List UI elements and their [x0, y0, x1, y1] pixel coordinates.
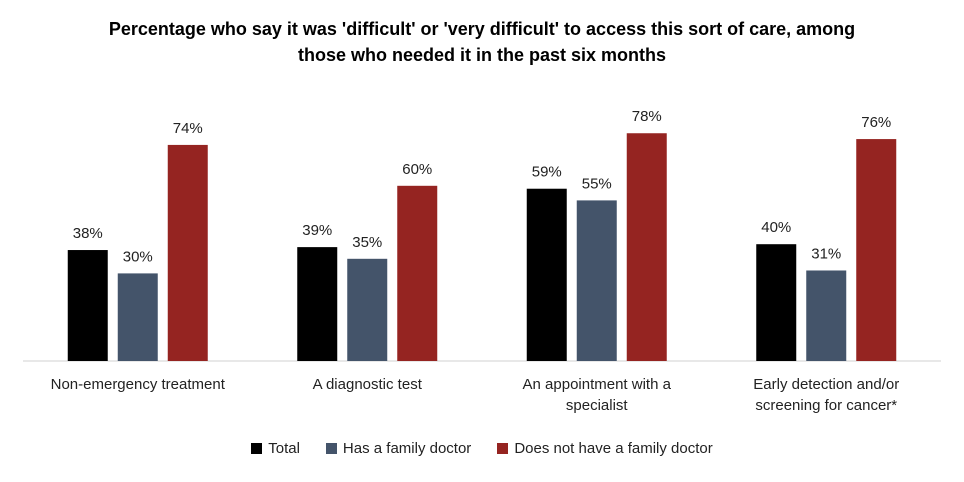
- value-label: 55%: [582, 175, 612, 192]
- legend-swatch: [497, 443, 509, 454]
- legend-label: Total: [268, 440, 300, 457]
- x-tick-label: Early detection and/or screening for can…: [753, 376, 900, 414]
- value-label: 76%: [861, 114, 891, 131]
- value-label: 59%: [532, 164, 562, 181]
- value-label: 40%: [761, 219, 791, 236]
- value-label: 78%: [632, 108, 662, 125]
- x-tick-label: A diagnostic test: [312, 376, 422, 393]
- value-label: 39%: [302, 222, 332, 239]
- bar: [397, 185, 438, 361]
- value-label: 60%: [402, 161, 432, 178]
- bar: [67, 250, 108, 361]
- bar: [526, 188, 567, 361]
- legend-item: Total: [251, 440, 300, 457]
- legend-swatch: [325, 443, 337, 454]
- bar: [856, 139, 897, 361]
- bar: [297, 247, 338, 361]
- legend-swatch: [251, 443, 263, 454]
- value-label: 30%: [123, 248, 153, 265]
- legend-label: Has a family doctor: [342, 440, 472, 457]
- value-label: 31%: [811, 245, 841, 262]
- bar: [806, 270, 847, 361]
- value-label: 35%: [352, 234, 382, 251]
- bar: [576, 200, 617, 361]
- legend: Total Has a family doctor Does not have a …: [0, 440, 964, 457]
- x-tick-label: An appointment with a specialist: [522, 376, 671, 414]
- bar: [626, 133, 667, 361]
- legend-label: Does not have a family doctor: [514, 440, 713, 457]
- legend-item: Has a family doctor: [325, 440, 472, 457]
- bar: [756, 244, 797, 361]
- value-label: 38%: [73, 225, 103, 242]
- x-tick-label: Non-emergency treatment: [50, 376, 225, 393]
- bar: [167, 144, 208, 361]
- legend-item: Does not have a family doctor: [497, 440, 713, 457]
- bar: [117, 273, 158, 361]
- bar: [347, 258, 388, 361]
- chart-title: Percentage who say it was 'difficult' or…: [108, 19, 856, 65]
- value-label: 74%: [173, 120, 203, 137]
